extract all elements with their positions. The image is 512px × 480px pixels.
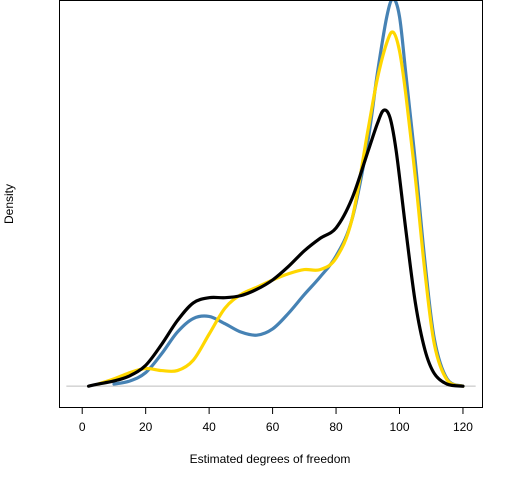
y-axis-title: Density (2, 184, 16, 224)
x-axis: 0 20 40 60 80 100 120 (79, 407, 473, 434)
x-tick-label-20: 20 (139, 420, 153, 434)
plot-frame (59, 0, 483, 408)
x-tick-label-100: 100 (389, 420, 409, 434)
x-tick-label-120: 120 (453, 420, 473, 434)
density-curve-gold (96, 30, 465, 388)
x-tick-label-0: 0 (79, 420, 86, 434)
x-tick-label-60: 60 (266, 420, 280, 434)
density-curve-steelblue (112, 0, 465, 388)
x-tick-label-80: 80 (329, 420, 343, 434)
density-curve-black (86, 108, 465, 388)
x-tick-label-40: 40 (202, 420, 216, 434)
series-layer (86, 0, 465, 388)
x-axis-title: Estimated degrees of freedom (190, 452, 351, 466)
